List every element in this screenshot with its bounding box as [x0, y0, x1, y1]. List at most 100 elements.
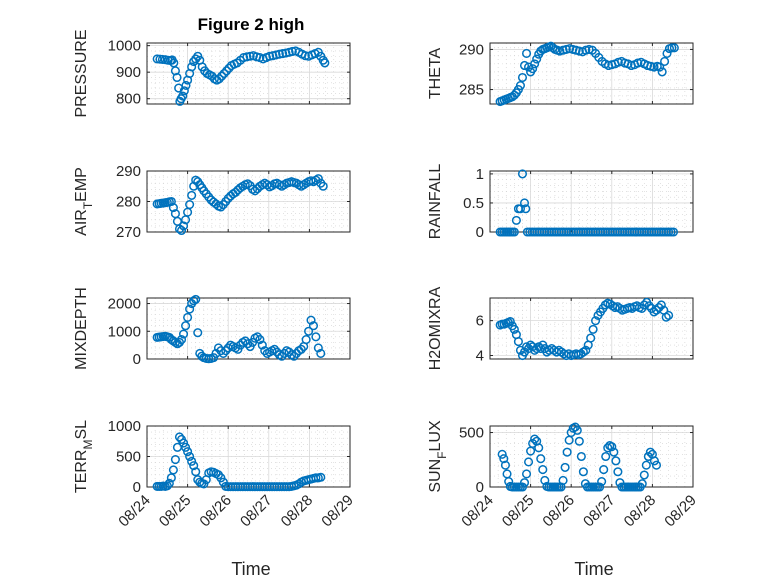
x-tick-label: 08/29: [661, 492, 700, 531]
data-point: [515, 80, 526, 91]
data-point: [164, 478, 174, 488]
data-point: [216, 202, 226, 212]
data-point: [178, 329, 189, 339]
data-point: [217, 71, 227, 81]
y-tick-label: 500: [116, 449, 141, 466]
data-point: [308, 321, 319, 331]
data-point: [656, 300, 666, 310]
data-point: [519, 198, 530, 208]
data-point: [509, 227, 519, 237]
x-tick-label: 08/25: [499, 492, 538, 531]
axes-frame: [489, 297, 694, 360]
data-point: [588, 324, 598, 334]
data-point: [637, 479, 647, 489]
data-point: [521, 48, 532, 58]
data-point: [517, 169, 528, 179]
data-point: [611, 456, 621, 466]
data-point: [609, 447, 619, 457]
data-point: [191, 54, 201, 64]
data-point: [230, 187, 241, 197]
data-point: [176, 335, 187, 345]
y-tick-label: 6: [476, 313, 484, 330]
subplot-air_temp: 270 280 290 AIRTEMP: [73, 163, 351, 241]
data-point: [274, 49, 284, 59]
data-point: [532, 54, 542, 64]
y-axis-label-main: SUN: [427, 459, 444, 493]
data-point: [174, 432, 185, 442]
data-point: [499, 454, 509, 464]
subplot-h2omixra: 4 6 H2OMIXRA: [427, 286, 694, 370]
y-axis-label: THETA: [427, 48, 444, 100]
data-point: [265, 51, 275, 61]
data-point: [519, 478, 530, 488]
x-tick-label: 08/28: [278, 492, 317, 531]
data-point: [181, 80, 191, 90]
figure-title: Figure 2 high: [198, 15, 305, 34]
data-point: [530, 59, 540, 69]
data-point: [170, 455, 180, 465]
data-point: [654, 303, 664, 313]
subplot-terr_msl: 08/24 08/25 08/26 08/27 08/28 08/29 0 500 1000 TE…: [73, 418, 357, 530]
data-point: [641, 460, 651, 470]
data-point: [313, 174, 323, 184]
y-tick-label: 290: [116, 163, 141, 180]
subplot-theta: 285 290 THETA: [427, 41, 694, 107]
data-point: [497, 449, 507, 459]
x-tick-label: 08/27: [237, 492, 276, 531]
data-point: [601, 451, 611, 462]
data-point: [301, 335, 311, 345]
data-point: [278, 49, 288, 59]
data-point: [607, 442, 617, 452]
data-point: [661, 312, 671, 322]
y-axis-label-main: PRESSURE: [73, 29, 90, 117]
data-point: [574, 436, 584, 446]
x-tick-label: 08/24: [115, 492, 154, 531]
data-point: [639, 300, 649, 310]
y-tick-label: 0: [476, 224, 484, 241]
x-axis-label-left: Time: [231, 559, 270, 579]
y-axis-label-main: AIR: [73, 209, 90, 236]
data-point: [222, 66, 232, 76]
data-point: [318, 181, 328, 191]
y-tick-label: 0: [133, 479, 141, 496]
data-point: [644, 301, 654, 311]
y-axis-label-subscript: T: [81, 201, 95, 209]
axes-frame: [146, 297, 351, 360]
subplot-rainfall: 0 0.5 1 RAINFALL: [427, 164, 694, 241]
y-axis-label: PRESSURE: [73, 29, 90, 117]
data-point: [613, 467, 623, 477]
data-point: [591, 316, 601, 326]
y-tick-label: 280: [116, 194, 141, 211]
data-point: [599, 465, 609, 475]
data-point: [668, 227, 679, 237]
data-point: [595, 482, 605, 492]
data-point: [558, 475, 568, 486]
x-tick-label: 08/28: [621, 492, 660, 531]
y-axis-label-main: TERR: [73, 450, 90, 494]
plot-area: [489, 425, 694, 488]
data-point: [505, 316, 515, 327]
data-point: [540, 475, 550, 486]
data-point: [657, 67, 667, 77]
y-tick-label: 800: [116, 91, 141, 108]
data-point: [193, 328, 203, 338]
y-tick-label: 0.5: [463, 195, 484, 212]
y-tick-label: 285: [459, 82, 484, 99]
data-point: [269, 344, 280, 354]
data-point: [521, 204, 531, 214]
subplot-sun_flux: 08/24 08/25 08/26 08/27 08/28 08/29 0 500 SUNFLU…: [427, 420, 700, 530]
data-point: [162, 481, 172, 491]
data-point: [168, 465, 178, 475]
x-tick-label: 08/26: [196, 492, 235, 531]
y-tick-label: 0: [476, 479, 484, 496]
x-tick-label: 08/24: [458, 492, 497, 531]
data-point: [511, 215, 521, 225]
axes-frame: [489, 42, 694, 105]
y-tick-label: 500: [459, 425, 484, 442]
data-point: [252, 332, 262, 342]
data-point: [185, 304, 195, 314]
data-point: [513, 337, 523, 347]
subplot-mixdepth: 0 1000 2000 MIXDEPTH: [73, 287, 351, 370]
